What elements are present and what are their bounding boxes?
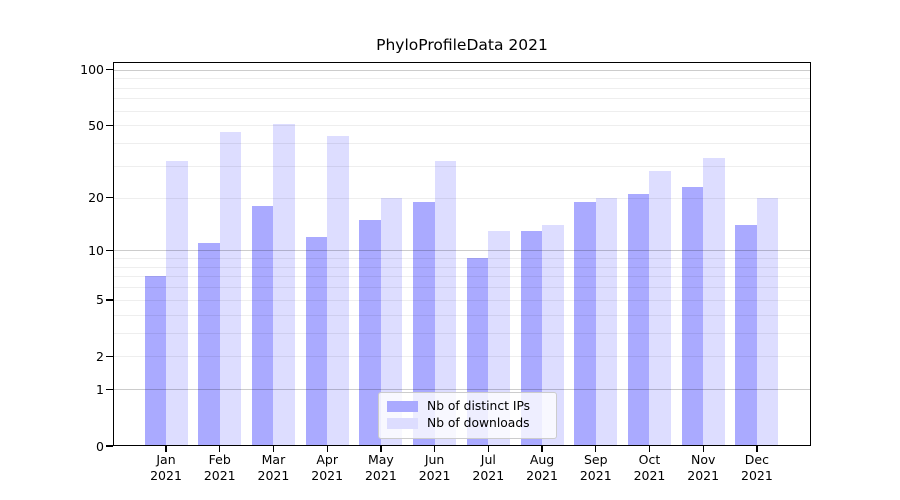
x-tick-month: Dec	[744, 452, 769, 467]
bar-ips-sep	[574, 201, 596, 446]
x-tick-month: Jul	[480, 452, 496, 467]
y-tick-100	[106, 69, 113, 71]
bars-layer	[113, 62, 811, 446]
x-tick-year: 2021	[579, 467, 612, 483]
legend-label-downloads: Nb of downloads	[427, 416, 530, 430]
y-tick-label-50: 50	[88, 117, 104, 133]
x-tick-month: May	[367, 452, 394, 467]
x-tick-year: 2021	[203, 467, 236, 483]
x-tick-year: 2021	[364, 467, 397, 483]
x-tick-label-nov: Nov 2021	[671, 452, 735, 483]
bar-downloads-mar	[273, 123, 295, 446]
x-tick-dec	[756, 446, 758, 452]
x-tick-label-jul: Jul 2021	[456, 452, 520, 483]
legend-swatch-distinct-ips-icon	[387, 401, 418, 412]
x-tick-jan	[165, 446, 167, 452]
y-tick-label-5: 5	[96, 292, 104, 308]
y-tick-5	[106, 299, 113, 301]
bar-downloads-may	[380, 197, 403, 446]
legend: Nb of distinct IPs Nb of downloads	[378, 392, 557, 439]
bar-ips-nov	[681, 186, 704, 446]
x-tick-month: Feb	[208, 452, 231, 467]
bar-downloads-jan	[166, 160, 188, 446]
x-tick-jun	[433, 446, 436, 452]
x-tick-month: Jun	[424, 452, 445, 467]
bar-downloads-sep	[595, 197, 618, 446]
bar-ips-may	[359, 219, 381, 446]
bar-downloads-apr	[327, 135, 349, 446]
x-tick-oct	[648, 446, 651, 452]
bar-ips-mar	[251, 205, 274, 446]
x-tick-year: 2021	[633, 467, 666, 483]
x-tick-label-mar: Mar 2021	[241, 452, 305, 483]
y-tick-1	[106, 388, 113, 391]
bar-downloads-aug	[542, 225, 564, 446]
x-tick-month: Jan	[156, 452, 176, 467]
y-tick-20	[106, 197, 113, 199]
x-tick-year: 2021	[311, 467, 344, 483]
x-tick-apr	[326, 446, 328, 452]
x-tick-label-feb: Feb 2021	[188, 452, 252, 483]
x-tick-label-dec: Dec 2021	[725, 452, 789, 483]
legend-label-distinct-ips: Nb of distinct IPs	[427, 399, 531, 413]
x-tick-year: 2021	[418, 467, 451, 483]
x-tick-jul	[487, 446, 489, 452]
x-tick-label-oct: Oct 2021	[617, 452, 681, 483]
y-tick-label-20: 20	[88, 190, 104, 206]
bar-downloads-oct	[649, 171, 671, 446]
x-tick-label-apr: Apr 2021	[295, 452, 359, 483]
bar-ips-dec	[735, 225, 757, 446]
x-tick-label-aug: Aug 2021	[510, 452, 574, 483]
x-tick-label-jan: Jan 2021	[134, 452, 198, 483]
x-tick-mar	[272, 446, 275, 452]
x-tick-aug	[541, 446, 543, 452]
x-tick-month: Mar	[261, 452, 286, 467]
x-tick-label-may: May 2021	[349, 452, 413, 483]
x-tick-nov	[702, 446, 704, 452]
x-tick-month: Nov	[690, 452, 716, 467]
y-tick-50	[106, 124, 113, 127]
x-tick-feb	[219, 446, 221, 452]
x-tick-year: 2021	[526, 467, 558, 483]
x-tick-label-jun: Jun 2021	[403, 452, 467, 483]
x-tick-year: 2021	[150, 467, 182, 483]
bar-downloads-feb	[219, 132, 242, 446]
y-tick-label-10: 10	[88, 242, 104, 258]
bar-ips-jan	[144, 276, 166, 446]
x-tick-month: Oct	[638, 452, 661, 467]
bar-downloads-dec	[756, 197, 779, 446]
y-tick-label-1: 1	[96, 381, 104, 397]
chart-title: PhyloProfileData 2021	[376, 36, 548, 54]
y-tick-label-2: 2	[96, 348, 104, 364]
x-tick-sep	[595, 446, 597, 452]
bar-ips-oct	[627, 193, 650, 446]
bar-downloads-nov	[703, 158, 725, 446]
x-tick-may	[380, 446, 382, 452]
y-tick-0	[106, 445, 113, 447]
legend-item-distinct-ips: Nb of distinct IPs	[387, 399, 548, 414]
bar-ips-jun	[413, 201, 435, 446]
bar-ips-apr	[305, 236, 328, 446]
x-tick-month: Aug	[529, 452, 555, 467]
x-tick-year: 2021	[257, 467, 290, 483]
bar-ips-feb	[198, 243, 220, 446]
y-tick-10	[106, 249, 113, 252]
x-tick-year: 2021	[741, 467, 773, 483]
x-tick-month: Sep	[583, 452, 608, 467]
x-tick-month: Apr	[316, 452, 338, 467]
plot-area	[113, 62, 811, 446]
x-tick-label-sep: Sep 2021	[564, 452, 628, 483]
legend-item-downloads: Nb of downloads	[387, 416, 548, 431]
bar-downloads-jun	[434, 160, 457, 446]
x-tick-year: 2021	[472, 467, 505, 483]
x-tick-year: 2021	[687, 467, 720, 483]
y-tick-2	[106, 355, 113, 358]
legend-swatch-downloads-icon	[387, 418, 418, 429]
y-tick-label-100: 100	[80, 62, 104, 78]
y-tick-label-0: 0	[96, 438, 104, 454]
